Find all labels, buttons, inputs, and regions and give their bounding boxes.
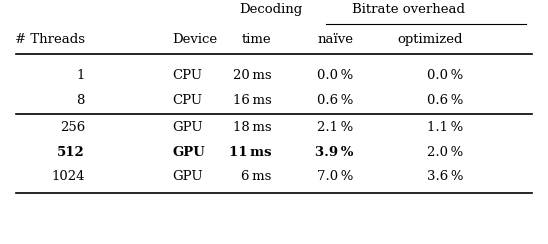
Text: 2.0 %: 2.0 % xyxy=(427,146,463,159)
Text: 0.6 %: 0.6 % xyxy=(427,94,463,107)
Text: # Threads: # Threads xyxy=(15,33,85,47)
Text: 1: 1 xyxy=(77,70,85,82)
Text: 1024: 1024 xyxy=(52,170,85,183)
Text: GPU: GPU xyxy=(173,170,203,183)
Text: CPU: CPU xyxy=(173,70,203,82)
Text: 3.9 %: 3.9 % xyxy=(315,146,353,159)
Text: 11 ms: 11 ms xyxy=(229,146,271,159)
Text: 0.0 %: 0.0 % xyxy=(427,70,463,82)
Text: GPU: GPU xyxy=(173,121,203,134)
Text: 8: 8 xyxy=(77,94,85,107)
Text: 1.1 %: 1.1 % xyxy=(427,121,463,134)
Text: 3.6 %: 3.6 % xyxy=(426,170,463,183)
Text: 20 ms: 20 ms xyxy=(233,70,271,82)
Text: 18 ms: 18 ms xyxy=(233,121,271,134)
Text: 16 ms: 16 ms xyxy=(232,94,271,107)
Text: GPU: GPU xyxy=(173,146,206,159)
Text: Device: Device xyxy=(173,33,218,47)
Text: Decoding: Decoding xyxy=(239,3,303,16)
Text: time: time xyxy=(242,33,271,47)
Text: 7.0 %: 7.0 % xyxy=(317,170,353,183)
Text: 6 ms: 6 ms xyxy=(241,170,271,183)
Text: 0.0 %: 0.0 % xyxy=(317,70,353,82)
Text: 512: 512 xyxy=(57,146,85,159)
Text: naïve: naïve xyxy=(317,33,353,47)
Text: 256: 256 xyxy=(60,121,85,134)
Text: Bitrate overhead: Bitrate overhead xyxy=(352,3,465,16)
Text: CPU: CPU xyxy=(173,94,203,107)
Text: 2.1 %: 2.1 % xyxy=(317,121,353,134)
Text: 0.6 %: 0.6 % xyxy=(317,94,353,107)
Text: optimized: optimized xyxy=(397,33,463,47)
